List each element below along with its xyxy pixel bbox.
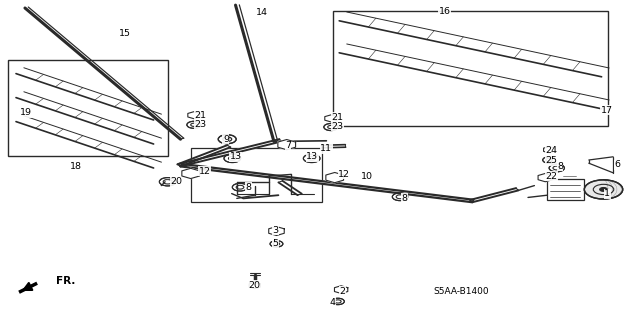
Text: 5: 5 [272,239,278,248]
Text: 13: 13 [307,152,318,161]
Text: S5AA-B1400: S5AA-B1400 [433,287,488,296]
Circle shape [332,298,344,305]
Polygon shape [188,112,200,119]
Polygon shape [326,172,344,183]
Polygon shape [322,145,346,148]
Text: 8: 8 [557,162,563,171]
Polygon shape [335,286,348,293]
Text: 10: 10 [362,172,373,181]
Polygon shape [470,188,518,202]
Text: 21: 21 [195,111,206,120]
Circle shape [187,121,201,128]
Polygon shape [180,164,474,202]
Polygon shape [543,147,555,153]
Text: 9: 9 [223,135,229,144]
Text: 21: 21 [332,113,343,122]
Bar [8,60,168,156]
Text: 18: 18 [70,162,81,171]
Text: 17: 17 [601,106,612,115]
Text: 3: 3 [272,226,278,235]
Text: 8: 8 [245,183,252,192]
Polygon shape [278,181,301,195]
Circle shape [224,154,241,163]
Text: 12: 12 [199,167,211,176]
Polygon shape [178,139,282,166]
Circle shape [543,157,556,163]
Circle shape [600,188,607,191]
Circle shape [324,124,338,131]
Polygon shape [538,173,552,182]
Text: 7: 7 [285,141,291,150]
Bar [333,11,608,126]
Bar [547,179,584,200]
Text: 11: 11 [321,144,332,153]
Text: 24: 24 [546,146,557,155]
Text: 20: 20 [170,177,182,186]
Polygon shape [182,168,200,179]
Text: 23: 23 [195,120,206,129]
Circle shape [270,241,283,247]
Text: 20: 20 [249,281,260,290]
Text: 2: 2 [339,287,346,296]
Circle shape [232,183,248,191]
Polygon shape [177,145,230,166]
Text: FR.: FR. [56,276,76,286]
Polygon shape [249,282,260,289]
Circle shape [392,193,408,201]
Text: 22: 22 [546,172,557,180]
Text: 12: 12 [339,170,350,179]
Text: 25: 25 [546,156,557,165]
Circle shape [159,178,176,186]
Text: 8: 8 [401,194,408,203]
Text: 1: 1 [604,189,611,198]
Text: 6: 6 [614,160,621,169]
Circle shape [303,154,320,163]
Circle shape [218,135,236,144]
Polygon shape [269,227,284,236]
Polygon shape [278,140,296,150]
Circle shape [584,180,623,199]
Text: 19: 19 [20,108,31,117]
Circle shape [549,164,564,172]
Text: 15: 15 [119,29,131,38]
Text: 23: 23 [332,122,343,131]
Text: 16: 16 [439,7,451,16]
Text: 4: 4 [330,298,336,307]
Text: 14: 14 [257,8,268,17]
Bar [191,148,322,202]
Polygon shape [324,115,337,122]
Text: 13: 13 [230,152,241,161]
